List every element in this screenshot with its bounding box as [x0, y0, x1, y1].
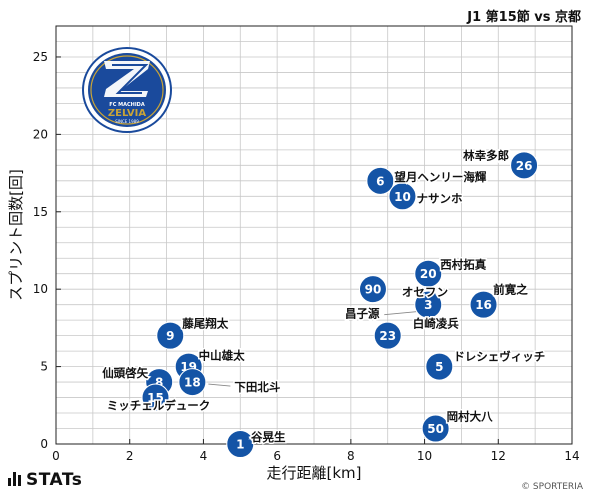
player-marker — [141, 383, 170, 412]
player-point: 10 — [388, 182, 417, 211]
player-point: 18 — [178, 368, 207, 397]
player-name-label: 下田北斗 — [234, 380, 280, 394]
player-marker — [421, 414, 450, 443]
player-point: 16 — [469, 290, 498, 319]
x-tick-label: 10 — [417, 449, 432, 463]
x-tick-label: 2 — [126, 449, 134, 463]
player-name-label: 中山雄太 — [199, 349, 245, 363]
player-point: 90 — [358, 275, 387, 304]
player-name-label: ドレシェヴィッチ — [453, 350, 545, 364]
player-name-label: 白崎凌兵 — [413, 317, 459, 331]
zelvia-club-crest-icon: FC MACHIDA ZELVIA SINCE 1989 — [82, 47, 172, 133]
player-marker — [156, 321, 185, 350]
plot-frame — [55, 25, 573, 445]
player-name-label: 林幸多郎 — [463, 148, 509, 162]
x-tick-label: 6 — [273, 449, 281, 463]
player-marker — [178, 368, 207, 397]
y-tick-label: 25 — [33, 50, 48, 64]
player-marker — [388, 182, 417, 211]
player-point: 9 — [156, 321, 185, 350]
player-marker — [510, 151, 539, 180]
player-point: 1 — [226, 430, 255, 458]
player-number-label: 18 — [184, 376, 201, 390]
y-tick-label: 0 — [40, 437, 48, 451]
player-name-label: 藤尾翔太 — [182, 317, 228, 331]
player-point: 6 — [366, 166, 395, 195]
player-marker — [373, 321, 402, 350]
player-marker — [358, 275, 387, 304]
player-number-label: 10 — [394, 190, 411, 204]
leader-line — [208, 383, 231, 387]
leader-line — [384, 311, 417, 316]
player-number-label: 50 — [427, 422, 444, 436]
player-name-label: 前寛之 — [493, 283, 528, 297]
stats-brand-text: STATs — [26, 470, 83, 490]
y-tick-label: 10 — [33, 282, 48, 296]
badge-text-line1: FC MACHIDA — [109, 102, 145, 108]
player-name-label: 昌子源 — [345, 307, 380, 321]
badge-text-line3: SINCE 1989 — [115, 119, 139, 124]
leader-lines — [208, 311, 417, 387]
player-number-label: 9 — [166, 329, 174, 343]
y-tick-label: 5 — [40, 360, 48, 374]
x-tick-label: 4 — [200, 449, 208, 463]
x-tick-label: 12 — [491, 449, 506, 463]
player-number-label: 20 — [420, 267, 437, 281]
player-name-label: ナサンホ — [416, 191, 462, 205]
player-name-label: ミッチェルデューク — [107, 399, 211, 413]
player-name-label: 望月ヘンリー海輝 — [394, 170, 486, 184]
player-number-label: 15 — [147, 391, 164, 405]
player-name-label: 岡村大八 — [447, 410, 493, 424]
player-point: 20 — [414, 259, 443, 288]
player-name-label: オセフン — [402, 285, 448, 299]
player-point: 23 — [373, 321, 402, 350]
player-number-label: 26 — [516, 159, 533, 173]
player-name-label: 谷晃生 — [251, 430, 286, 444]
stats-brand-logo: STATs — [8, 470, 82, 490]
player-point: 50 — [421, 414, 450, 443]
player-point: 26 — [510, 151, 539, 180]
player-marker — [414, 259, 443, 288]
player-number-label: 1 — [236, 438, 244, 452]
player-marker — [226, 430, 255, 458]
player-marker — [425, 352, 454, 381]
player-point: 3 — [414, 290, 443, 319]
badge-text-line2: ZELVIA — [108, 108, 147, 119]
stats-bars-icon — [8, 472, 22, 486]
x-tick-label: 14 — [564, 449, 579, 463]
x-axis-label: 走行距離[km] — [266, 464, 361, 482]
player-marker — [469, 290, 498, 319]
y-axis-label: スプリント回数[回] — [7, 169, 25, 301]
player-number-label: 6 — [376, 174, 384, 188]
player-number-label: 5 — [435, 360, 443, 374]
player-marker — [414, 290, 443, 319]
player-number-label: 16 — [475, 298, 492, 312]
x-tick-label: 0 — [52, 449, 60, 463]
player-number-label: 8 — [155, 376, 163, 390]
player-name-label: 仙頭啓矢 — [102, 366, 148, 380]
player-marker — [366, 166, 395, 195]
copyright: © SPORTERIA — [521, 482, 583, 492]
player-name-label: 西村拓真 — [440, 258, 486, 272]
player-number-label: 3 — [424, 298, 432, 312]
player-point: 5 — [425, 352, 454, 381]
player-number-label: 90 — [365, 283, 382, 297]
player-point: 15 — [141, 383, 170, 412]
y-tick-label: 20 — [33, 127, 48, 141]
x-tick-label: 8 — [347, 449, 355, 463]
match-title: J1 第15節 vs 京都 — [467, 10, 581, 25]
player-number-label: 23 — [379, 329, 396, 343]
y-tick-label: 15 — [33, 205, 48, 219]
